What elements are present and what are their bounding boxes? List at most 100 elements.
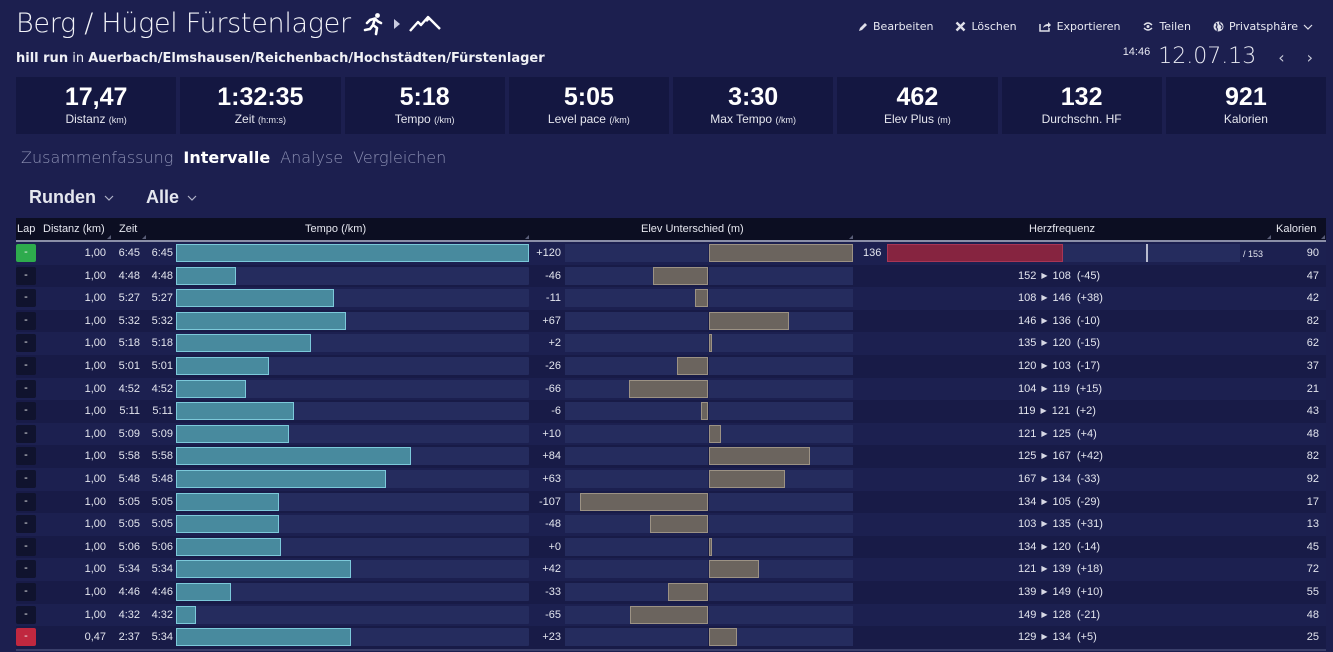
column-header-distance[interactable]: Distanz (km) xyxy=(43,223,105,235)
column-header-elev[interactable]: Elev Unterschied (m) xyxy=(641,223,744,235)
column-resize-handle[interactable] xyxy=(1267,235,1271,239)
lap-marker-button[interactable]: - xyxy=(16,492,36,511)
lap-marker-button[interactable]: - xyxy=(16,424,36,443)
lap-calories: 42 xyxy=(1306,292,1319,305)
hr-end: 134 xyxy=(1052,472,1071,485)
elev-gain-bar xyxy=(709,244,853,262)
elev-loss-track xyxy=(565,447,708,466)
lap-marker-button[interactable]: - xyxy=(16,537,36,556)
lap-distance: 1,00 xyxy=(84,314,106,327)
elev-gain-track xyxy=(709,515,853,534)
lap-distance: 1,00 xyxy=(84,495,106,508)
hr-change: 121 ▶ 125 (+4) xyxy=(886,428,1306,440)
stat-value: 5:05 xyxy=(563,83,614,111)
table-row[interactable]: - 1,00 5:05 5:05 -48 103 ▶ 135 (+31) 13 xyxy=(16,513,1326,536)
elev-loss-track xyxy=(565,424,708,443)
table-row[interactable]: - 1,00 5:05 5:05 -107 134 ▶ 105 (-29) 17 xyxy=(16,490,1326,514)
column-header-hr[interactable]: Herzfrequenz xyxy=(1029,223,1096,235)
hr-change: 120 ▶ 103 (-17) xyxy=(886,360,1306,372)
column-resize-handle[interactable] xyxy=(1321,235,1325,239)
tab-intervalle[interactable]: Intervalle xyxy=(183,148,271,167)
table-row[interactable]: - 1,00 4:48 4:48 -46 152 ▶ 108 (-45) 47 xyxy=(16,264,1326,288)
lap-time: 5:09 xyxy=(118,427,140,440)
lap-marker-button[interactable]: - xyxy=(16,356,36,375)
column-header-calories[interactable]: Kalorien xyxy=(1276,223,1317,235)
export-button[interactable]: Exportieren xyxy=(1038,20,1120,33)
column-header-lap[interactable]: Lap xyxy=(17,223,36,235)
hr-change: 135 ▶ 120 (-15) xyxy=(886,337,1306,349)
column-resize-handle[interactable] xyxy=(107,235,111,239)
table-row[interactable]: - 1,00 5:09 5:09 +10 121 ▶ 125 (+4) 48 xyxy=(16,422,1326,446)
tab-vergleichen[interactable]: Vergleichen xyxy=(353,148,447,167)
lap-marker-button[interactable]: - xyxy=(16,628,36,647)
elev-gain-bar xyxy=(709,424,721,443)
elev-gain-track xyxy=(709,424,853,443)
interval-filter-dropdown[interactable]: Alle xyxy=(146,187,197,208)
table-row[interactable]: - 1,00 5:11 5:11 -6 119 ▶ 121 (+2) 43 xyxy=(16,400,1326,423)
lap-marker-button[interactable]: - xyxy=(16,447,36,466)
tab-zusammenfassung[interactable]: Zusammenfassung xyxy=(21,148,174,167)
previous-activity-button[interactable]: ‹ xyxy=(1278,48,1285,67)
pace-bar-track xyxy=(176,356,529,375)
tab-analyse[interactable]: Analyse xyxy=(280,148,344,167)
lap-marker-button[interactable]: - xyxy=(16,469,36,488)
table-row[interactable]: - 1,00 5:34 5:34 +42 121 ▶ 139 (+18) 72 xyxy=(16,558,1326,581)
column-resize-handle[interactable] xyxy=(849,235,853,239)
column-resize-handle[interactable] xyxy=(142,235,146,239)
table-row[interactable]: - 1,00 5:06 5:06 +0 134 ▶ 120 (-14) 45 xyxy=(16,535,1326,559)
table-row[interactable]: - 0,47 2:37 5:34 +23 129 ▶ 134 (+5) 25 xyxy=(16,626,1326,649)
chevron-down-icon xyxy=(187,195,197,201)
privacy-dropdown[interactable]: Privatsphäre xyxy=(1213,20,1313,33)
table-row[interactable]: - 1,00 5:58 5:58 +84 125 ▶ 167 (+42) 82 xyxy=(16,445,1326,468)
column-header-tempo[interactable]: Tempo (/km) xyxy=(305,223,367,235)
stat-value: 1:32:35 xyxy=(217,83,304,111)
elev-loss-bar xyxy=(677,356,708,375)
pace-bar xyxy=(176,560,351,579)
elev-gain-track xyxy=(709,447,853,466)
lap-marker-button[interactable]: - xyxy=(16,379,36,398)
delete-button[interactable]: Löschen xyxy=(955,20,1017,33)
table-row[interactable]: - 1,00 4:46 4:46 -33 139 ▶ 149 (+10) 55 xyxy=(16,580,1326,604)
table-row[interactable]: - 1,00 5:48 5:48 +63 167 ▶ 134 (-33) 92 xyxy=(16,467,1326,491)
lap-marker-button[interactable]: - xyxy=(16,289,36,308)
lap-elev-diff: +10 xyxy=(542,427,561,440)
lap-marker-button[interactable]: - xyxy=(16,244,36,262)
hr-diff: (+15) xyxy=(1076,382,1103,395)
edit-button[interactable]: Bearbeiten xyxy=(858,20,933,33)
hr-change: 108 ▶ 146 (+38) xyxy=(886,292,1306,304)
lap-distance: 1,00 xyxy=(84,247,106,259)
table-row[interactable]: - 1,00 5:27 5:27 -11 108 ▶ 146 (+38) 42 xyxy=(16,287,1326,310)
lap-time: 5:11 xyxy=(119,405,140,418)
lap-elev-diff: -66 xyxy=(545,382,561,395)
play-triangle-icon: ▶ xyxy=(1041,496,1048,506)
lap-marker-button[interactable]: - xyxy=(16,266,36,285)
table-row[interactable]: - 1,00 6:45 6:45 +120 136 / 153 90 xyxy=(16,242,1326,265)
elev-gain-bar xyxy=(709,628,737,647)
stat-max-pace: 3:30 Max Tempo (/km) xyxy=(673,77,834,134)
column-resize-handle[interactable] xyxy=(525,235,529,239)
stat-unit: (km) xyxy=(108,115,127,125)
table-row[interactable]: - 1,00 5:32 5:32 +67 146 ▶ 136 (-10) 82 xyxy=(16,309,1326,333)
lap-marker-button[interactable]: - xyxy=(16,560,36,579)
share-button[interactable]: Teilen xyxy=(1142,20,1191,33)
table-row[interactable]: - 1,00 5:01 5:01 -26 120 ▶ 103 (-17) 37 xyxy=(16,354,1326,378)
lap-marker-button[interactable]: - xyxy=(16,402,36,421)
activity-location[interactable]: Auerbach/Elmshausen/Reichenbach/Hochstäd… xyxy=(88,51,545,66)
lap-marker-button[interactable]: - xyxy=(16,605,36,624)
column-header-time[interactable]: Zeit xyxy=(119,223,138,235)
lap-marker-button[interactable]: - xyxy=(16,311,36,330)
interval-type-dropdown[interactable]: Runden xyxy=(29,187,114,208)
table-row[interactable]: - 1,00 5:18 5:18 +2 135 ▶ 120 (-15) 62 xyxy=(16,332,1326,355)
pace-bar xyxy=(176,402,294,421)
lap-marker-button[interactable]: - xyxy=(16,515,36,534)
lap-calories: 92 xyxy=(1306,472,1319,485)
hr-start: 121 xyxy=(1018,563,1037,576)
lap-marker-button[interactable]: - xyxy=(16,334,36,353)
lap-marker-button[interactable]: - xyxy=(16,582,36,601)
stat-unit: (/km) xyxy=(775,115,796,125)
lap-time: 5:32 xyxy=(118,314,140,327)
table-row[interactable]: - 1,00 4:32 4:32 -65 149 ▶ 128 (-21) 48 xyxy=(16,603,1326,627)
table-row[interactable]: - 1,00 4:52 4:52 -66 104 ▶ 119 (+15) 21 xyxy=(16,377,1326,401)
pace-bar-track xyxy=(176,628,529,647)
next-activity-button[interactable]: › xyxy=(1306,48,1313,67)
